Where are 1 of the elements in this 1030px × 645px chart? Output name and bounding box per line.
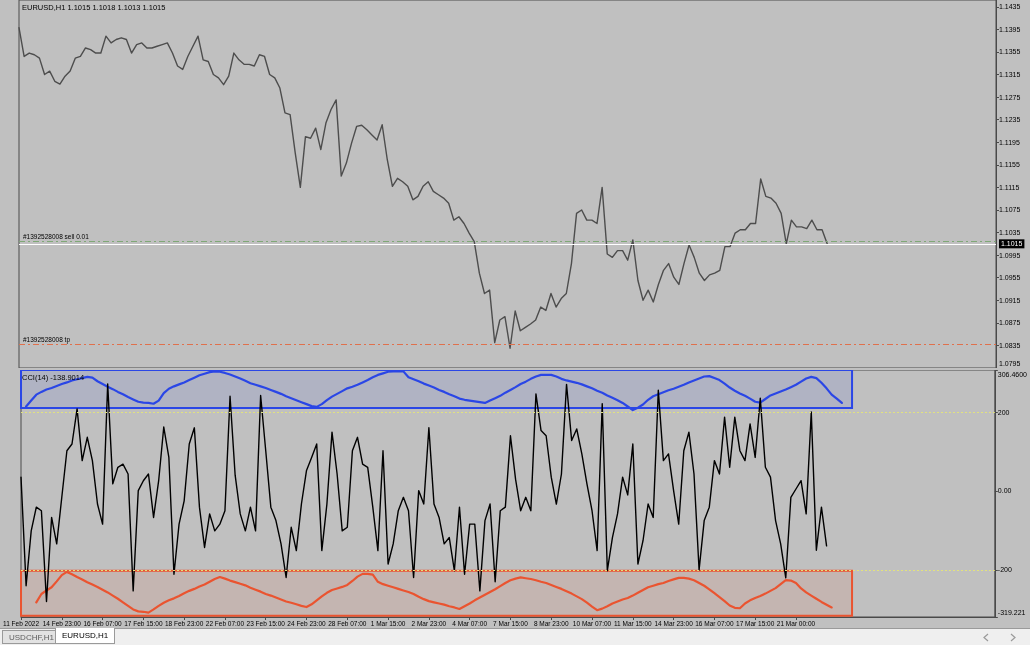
tab: EURUSD,H1 [55, 628, 116, 644]
